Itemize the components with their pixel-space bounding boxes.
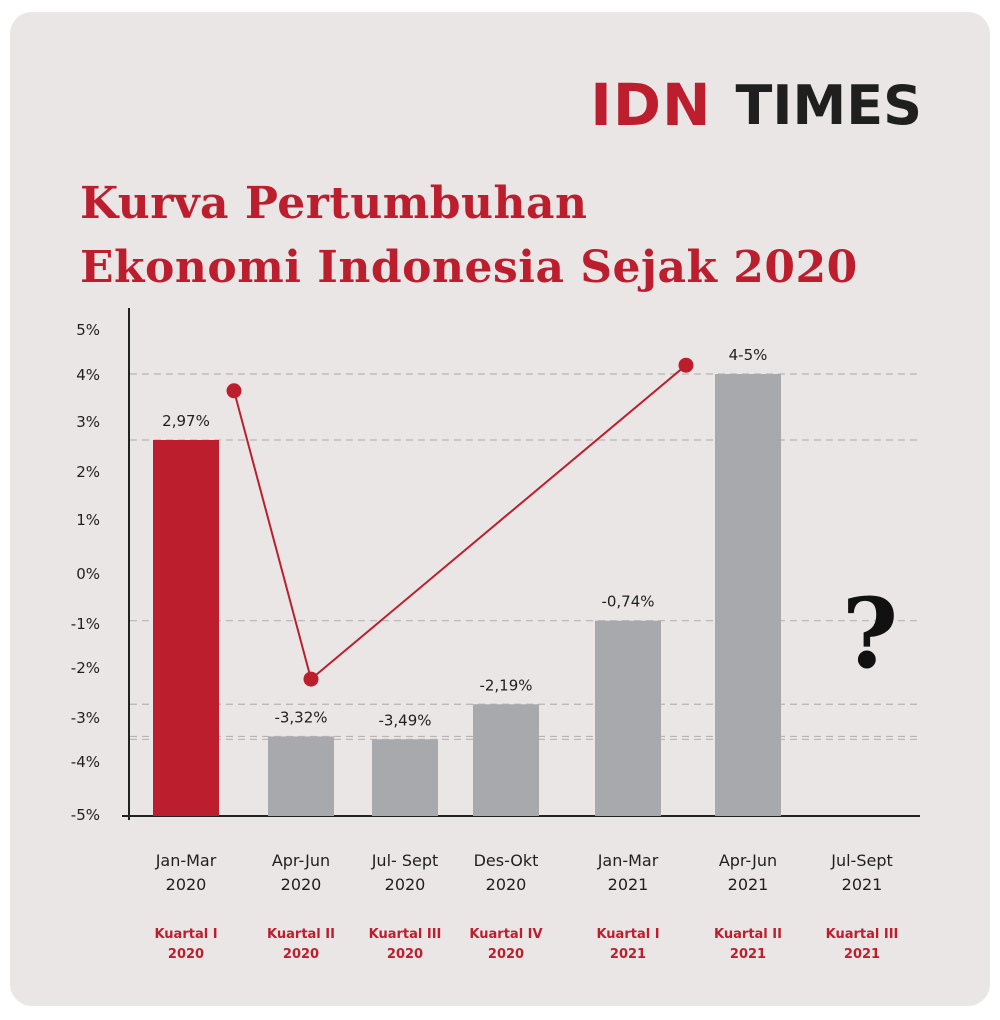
x-period-label: Jul- Sept [371, 851, 439, 870]
x-period-year-label: 2021 [842, 875, 883, 894]
chart-title-line1: Kurva Pertumbuhan [80, 178, 588, 229]
x-quarter-label: Kuartal II [714, 927, 782, 942]
x-quarter-label: Kuartal IV [469, 927, 542, 942]
bar-5 [595, 620, 661, 816]
logo-times: TIMES [735, 73, 922, 137]
trend-point-2 [303, 671, 319, 687]
data-label-4: -2,19% [479, 676, 532, 694]
bar-3 [372, 739, 438, 816]
data-label-2: -3,32% [274, 708, 327, 726]
idn-times-logo: IDN TIMES [590, 70, 922, 140]
x-quarter-year-label: 2021 [844, 947, 880, 962]
bar-2 [268, 736, 334, 816]
x-quarter-year-label: 2021 [610, 947, 646, 962]
x-period-year-label: 2020 [385, 875, 426, 894]
logo-idn: IDN [590, 71, 712, 139]
x-quarter-label: Kuartal II [267, 927, 335, 942]
x-period-label: Apr-Jun [272, 851, 330, 870]
data-label-5: -0,74% [601, 593, 654, 611]
y-tick-label: 4% [76, 366, 100, 384]
x-quarter-label: Kuartal I [154, 927, 217, 942]
x-period-label: Jul-Sept [830, 851, 893, 870]
trend-point-3 [678, 357, 694, 373]
y-tick-label: -1% [71, 615, 100, 633]
chart-title-line2: Ekonomi Indonesia Sejak 2020 [80, 242, 858, 293]
x-quarter-label: Kuartal III [826, 927, 899, 942]
x-period-year-label: 2021 [608, 875, 649, 894]
trend-point-1 [226, 383, 242, 399]
data-label-1: 2,97% [162, 412, 210, 430]
x-quarter-year-label: 2020 [283, 947, 319, 962]
x-period-label: Apr-Jun [719, 851, 777, 870]
x-quarter-year-label: 2020 [387, 947, 423, 962]
data-label-3: -3,49% [378, 711, 431, 729]
chart-title: Kurva Pertumbuhan Ekonomi Indonesia Seja… [80, 172, 858, 300]
y-tick-label: -2% [71, 659, 100, 677]
x-period-label: Jan-Mar [155, 851, 217, 870]
bar-4 [473, 704, 539, 816]
x-period-year-label: 2021 [728, 875, 769, 894]
x-quarter-year-label: 2020 [488, 947, 524, 962]
y-tick-label: 1% [76, 511, 100, 529]
x-period-year-label: 2020 [486, 875, 527, 894]
bar-6 [715, 374, 781, 816]
x-quarter-year-label: 2021 [730, 947, 766, 962]
x-quarter-label: Kuartal I [596, 927, 659, 942]
x-period-label: Des-Okt [474, 851, 539, 870]
x-period-year-label: 2020 [281, 875, 322, 894]
x-quarter-year-label: 2020 [168, 947, 204, 962]
y-tick-label: 5% [76, 321, 100, 339]
y-tick-label: 0% [76, 565, 100, 583]
x-period-year-label: 2020 [166, 875, 207, 894]
unknown-value-mark: ? [842, 577, 898, 690]
x-period-label: Jan-Mar [597, 851, 659, 870]
y-tick-label: 2% [76, 463, 100, 481]
bar-1 [153, 440, 219, 816]
y-tick-label: 3% [76, 413, 100, 431]
data-label-6: 4-5% [729, 346, 768, 364]
y-tick-label: -3% [71, 709, 100, 727]
x-quarter-label: Kuartal III [369, 927, 442, 942]
y-tick-label: -5% [71, 806, 100, 824]
y-tick-label: -4% [71, 753, 100, 771]
